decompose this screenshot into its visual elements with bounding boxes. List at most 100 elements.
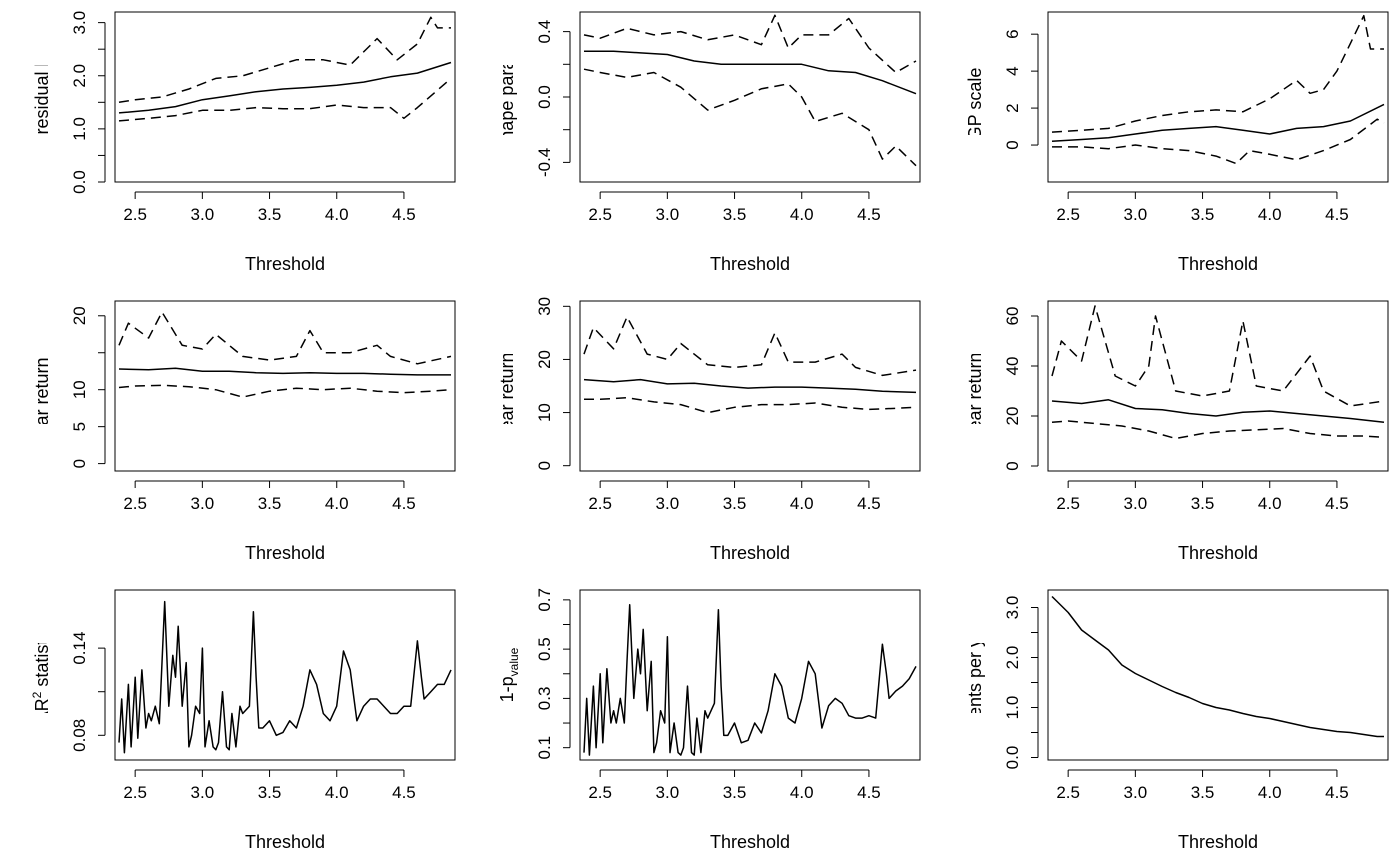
x-tick-label: 2.5	[123, 783, 147, 802]
y-tick-label: 0.14	[70, 632, 89, 665]
x-axis-label: Threshold	[710, 832, 790, 852]
series-line-upper	[1051, 305, 1385, 407]
y-tick-label: 3.0	[1003, 596, 1022, 620]
series-line-statistic	[118, 600, 452, 754]
x-axis-label: Threshold	[1178, 254, 1258, 274]
series-line-estimate	[583, 378, 917, 394]
x-tick-label: 3.5	[723, 205, 747, 224]
y-tick-label: 2	[1003, 103, 1022, 112]
x-axis-label: Threshold	[710, 254, 790, 274]
y-tick-label: 10	[535, 403, 554, 422]
series-line-upper	[118, 311, 452, 365]
y-tick-label: 5	[70, 422, 89, 431]
x-tick-label: 4.5	[1325, 494, 1349, 513]
panel-9: 2.5 3.0 3.5 4.0 4.5 Threshold 0.0 1.0 2.0 3.0 Even…	[965, 589, 1389, 852]
y-label-part: statistic	[32, 627, 52, 692]
x-tick-label: 3.0	[656, 783, 680, 802]
x-tick-label: 4.5	[857, 494, 881, 513]
y-axis-label: Mean residual life plot	[32, 9, 52, 184]
x-axis-label: Threshold	[1178, 832, 1258, 852]
series-line-lower	[583, 68, 917, 167]
x-tick-label: 4.5	[857, 783, 881, 802]
series-line-rate	[1051, 595, 1384, 738]
x-tick-label: 4.0	[325, 494, 349, 513]
y-tick-label: 6	[1003, 29, 1022, 38]
series-line-lower	[1052, 118, 1385, 165]
series-line-upper	[583, 316, 917, 377]
x-tick-label: 2.5	[588, 783, 612, 802]
x-tick-label: 3.5	[258, 205, 282, 224]
plot-frame	[1047, 11, 1389, 183]
x-tick-label: 4.0	[1258, 494, 1282, 513]
y-tick-label: 0.4	[535, 20, 554, 44]
series-line-statistic	[583, 604, 917, 756]
x-tick-label: 3.0	[1124, 205, 1148, 224]
x-tick-label: 4.5	[1325, 783, 1349, 802]
panel-7: 2.5 3.0 3.5 4.0 4.5 Threshold 0.08 0.14 AR2 stat…	[30, 589, 456, 852]
x-tick-label: 2.5	[1056, 494, 1080, 513]
y-label-part: 1-p	[497, 676, 517, 702]
x-tick-label: 4.0	[790, 494, 814, 513]
panel-3: 2.5 3.0 3.5 4.0 4.5 Threshold 0 2 4 6 Modified GP …	[965, 11, 1389, 274]
x-tick-label: 3.5	[1191, 494, 1215, 513]
y-tick-label: 30	[535, 297, 554, 316]
x-tick-label: 2.5	[1056, 783, 1080, 802]
y-axis-label: GP shape parameter	[497, 14, 517, 181]
y-axis-label: 1-pvalue	[497, 647, 521, 702]
x-tick-label: 3.5	[723, 783, 747, 802]
y-tick-label: 1.0	[1003, 696, 1022, 720]
y-tick-label: 0.5	[535, 637, 554, 661]
y-axis-label: 100 year return period	[497, 297, 517, 474]
x-tick-label: 2.5	[123, 494, 147, 513]
plot-frame	[579, 589, 921, 761]
y-tick-label: 0.7	[535, 588, 554, 612]
plot-frame	[1047, 300, 1389, 472]
y-tick-label: 0	[1003, 461, 1022, 470]
x-tick-label: 3.5	[1191, 783, 1215, 802]
y-tick-label: 4	[1003, 66, 1022, 75]
y-axis-label: AR2 statistic	[30, 627, 52, 724]
series-line-lower	[118, 77, 452, 122]
y-tick-label: 20	[70, 306, 89, 325]
x-tick-label: 4.5	[1325, 205, 1349, 224]
y-tick-label: 60	[1003, 307, 1022, 326]
y-tick-label: 40	[1003, 357, 1022, 376]
plot-frame	[114, 300, 456, 472]
y-tick-label: 1.0	[70, 117, 89, 141]
y-tick-label: 0	[1003, 140, 1022, 149]
series-line-lower	[584, 396, 917, 414]
series-line-estimate	[118, 61, 452, 114]
x-tick-label: 4.5	[857, 205, 881, 224]
x-tick-label: 3.0	[191, 205, 215, 224]
series-line-estimate	[584, 50, 917, 95]
y-axis-label: 500 year return period	[965, 297, 985, 474]
y-tick-label: 0.1	[535, 736, 554, 760]
plot-frame	[579, 11, 921, 183]
plot-frame	[579, 300, 921, 472]
y-tick-label: 20	[1003, 407, 1022, 426]
series-line-estimate	[118, 367, 451, 376]
x-tick-label: 3.0	[656, 205, 680, 224]
x-axis-label: Threshold	[245, 543, 325, 563]
panel-8: 2.5 3.0 3.5 4.0 4.5 Threshold 0.1 0.3 0.5 0.7 1-pv…	[497, 588, 921, 852]
x-axis-label: Threshold	[245, 254, 325, 274]
x-tick-label: 4.5	[392, 783, 416, 802]
y-tick-label: 0	[535, 461, 554, 470]
x-tick-label: 3.0	[191, 494, 215, 513]
series-line-lower	[118, 384, 452, 398]
series-line-upper	[1051, 14, 1384, 133]
x-tick-label: 4.0	[1258, 205, 1282, 224]
x-tick-label: 4.0	[325, 783, 349, 802]
x-tick-label: 3.0	[1124, 494, 1148, 513]
x-tick-label: 3.0	[191, 783, 215, 802]
plot-frame	[114, 11, 456, 183]
plot-frame	[114, 589, 456, 761]
x-axis-label: Threshold	[710, 543, 790, 563]
panel-4: 2.5 3.0 3.5 4.0 4.5 Threshold 0 5 10 20 50 year re…	[32, 300, 456, 563]
y-tick-label: -0.4	[535, 148, 554, 177]
x-tick-label: 2.5	[588, 494, 612, 513]
panel-1: 2.5 3.0 3.5 4.0 4.5 Threshold 0.0 1.0 2.0 3.0 Mean…	[32, 9, 456, 274]
series-line-estimate	[1051, 399, 1385, 424]
y-label-superscript: 2	[30, 691, 44, 698]
